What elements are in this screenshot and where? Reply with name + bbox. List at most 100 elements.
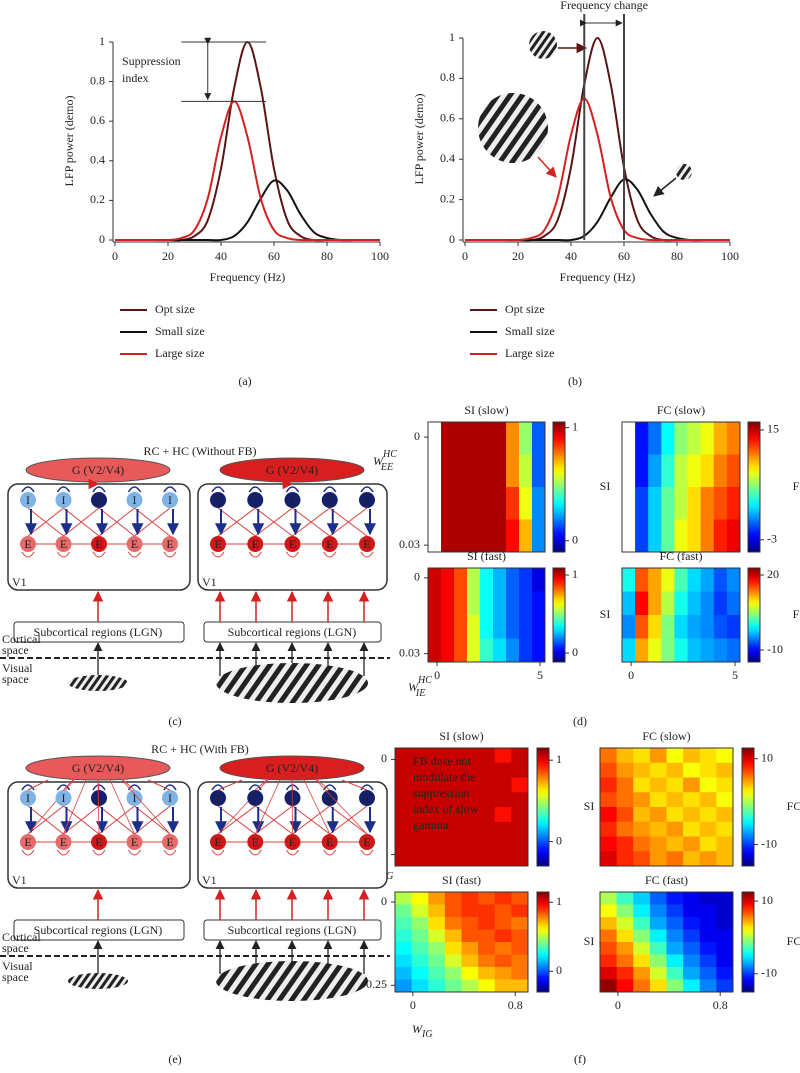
x-tick-label: 100 — [371, 249, 389, 263]
heatmap-cell — [683, 979, 701, 993]
self-loop — [57, 849, 70, 856]
heatmap-cell — [444, 954, 462, 968]
heatmap-cell — [616, 792, 634, 808]
heatmap-cell — [395, 954, 413, 968]
heatmap-cell — [726, 615, 741, 639]
y-tick-label: 0.6 — [90, 113, 105, 127]
heatmap-cell — [428, 942, 446, 955]
heatmap-cell — [683, 954, 701, 968]
heatmap-cell — [716, 836, 734, 852]
heatmap-cell — [633, 979, 651, 993]
colorbar-label: SI — [584, 799, 595, 813]
inhibitory-label: I — [133, 493, 137, 507]
heatmap-cell — [511, 979, 529, 993]
heatmap-cell — [622, 638, 636, 663]
x-tick-label: 0.8 — [508, 998, 523, 1012]
heatmap-cell — [480, 638, 494, 663]
series-line — [115, 100, 380, 242]
self-loop — [248, 486, 262, 493]
y-tick-label: 0 — [449, 232, 455, 246]
inhibitory-node — [162, 492, 178, 508]
heatmap-cell — [622, 519, 636, 553]
heatmap-cell — [683, 821, 701, 837]
heatmap-cell — [461, 836, 479, 852]
feedback — [254, 779, 268, 791]
heatmap-cell — [494, 979, 512, 993]
heatmap-cell — [726, 422, 741, 455]
heatmap-cell — [713, 591, 728, 616]
inhibitory-label: I — [133, 791, 137, 805]
heatmap-cell — [461, 954, 479, 968]
excitatory-node — [284, 536, 301, 552]
lgn-label: Subcortical regions (LGN) — [34, 923, 163, 937]
heatmap-cell — [532, 638, 546, 663]
heatmap-cell — [687, 519, 702, 553]
heatmap-cell — [616, 892, 634, 905]
excitatory-label: E — [24, 537, 31, 551]
heatmap-cell — [532, 454, 546, 488]
heatmap-cell — [666, 836, 684, 852]
lgn-label: Subcortical regions (LGN) — [228, 923, 357, 937]
lgn-label: Subcortical regions (LGN) — [228, 625, 357, 639]
heatmap-cell — [622, 615, 636, 639]
heatmap-cell — [649, 954, 667, 968]
self-loop — [211, 486, 225, 493]
heatmap-cell — [511, 792, 529, 808]
heatmap-cell — [649, 807, 667, 823]
heatmap-cell — [444, 979, 462, 993]
excitatory-node — [162, 834, 178, 850]
arrow — [537, 156, 557, 178]
heatmap-cell — [506, 591, 520, 616]
excitatory-label: E — [326, 835, 333, 849]
heatmap-frame — [394, 891, 529, 993]
axis-label: WHC IE — [408, 675, 432, 699]
heatmap-cell — [428, 487, 442, 520]
heatmap-cell — [666, 777, 684, 793]
x-tick-label: 20 — [512, 249, 524, 263]
heatmap-cell — [444, 792, 462, 808]
heatmap-cell — [532, 422, 546, 455]
heatmap-cell — [616, 777, 634, 793]
inhibitory-node — [20, 492, 36, 508]
self-loop — [248, 849, 262, 856]
heatmap-cell — [648, 591, 662, 616]
heatmap-cell — [511, 821, 529, 837]
heatmap-cell — [454, 591, 468, 616]
excitatory-label: E — [95, 835, 102, 849]
small-grating — [529, 31, 557, 59]
heatmap-cell — [444, 807, 462, 823]
colorbar-label: FC — [793, 479, 800, 493]
x-tick-label: 5 — [732, 668, 738, 682]
stimulus — [68, 973, 128, 989]
heatmap-cell — [494, 807, 512, 823]
heatmap-cell — [726, 638, 741, 663]
heatmap-cell — [506, 568, 520, 592]
heatmap-cell — [411, 748, 429, 764]
heatmap-cell — [478, 929, 496, 943]
excitatory-node — [321, 834, 338, 850]
heatmap-cell — [726, 454, 741, 488]
axis-label-sup: HC — [417, 675, 432, 686]
heatmap-cell — [395, 777, 413, 793]
axis-label-base: W — [373, 454, 384, 468]
heatmap-cell — [428, 454, 442, 488]
heatmap-cell — [519, 519, 533, 553]
heatmap-cell — [699, 892, 717, 905]
heatmap-cell — [444, 851, 462, 867]
y-tick-label: 0 — [381, 894, 387, 908]
axis-label: WIG — [412, 1022, 433, 1041]
heatmap-cell — [480, 568, 494, 592]
heatmap-cell — [441, 568, 455, 592]
inhibitory-label: I — [97, 493, 101, 507]
heatmap-cell — [411, 836, 429, 852]
heatmap-cell — [661, 615, 675, 639]
heatmap-cell — [666, 917, 684, 930]
heatmap-title: SI (fast) — [442, 873, 481, 887]
excitatory-node — [126, 536, 143, 552]
heatmap-cell — [511, 762, 529, 778]
heatmap-cell — [467, 487, 481, 520]
heatmap-cell — [395, 836, 413, 852]
heatmap-cell — [480, 487, 494, 520]
excitatory-label: E — [60, 835, 67, 849]
space-label: space — [2, 970, 29, 984]
